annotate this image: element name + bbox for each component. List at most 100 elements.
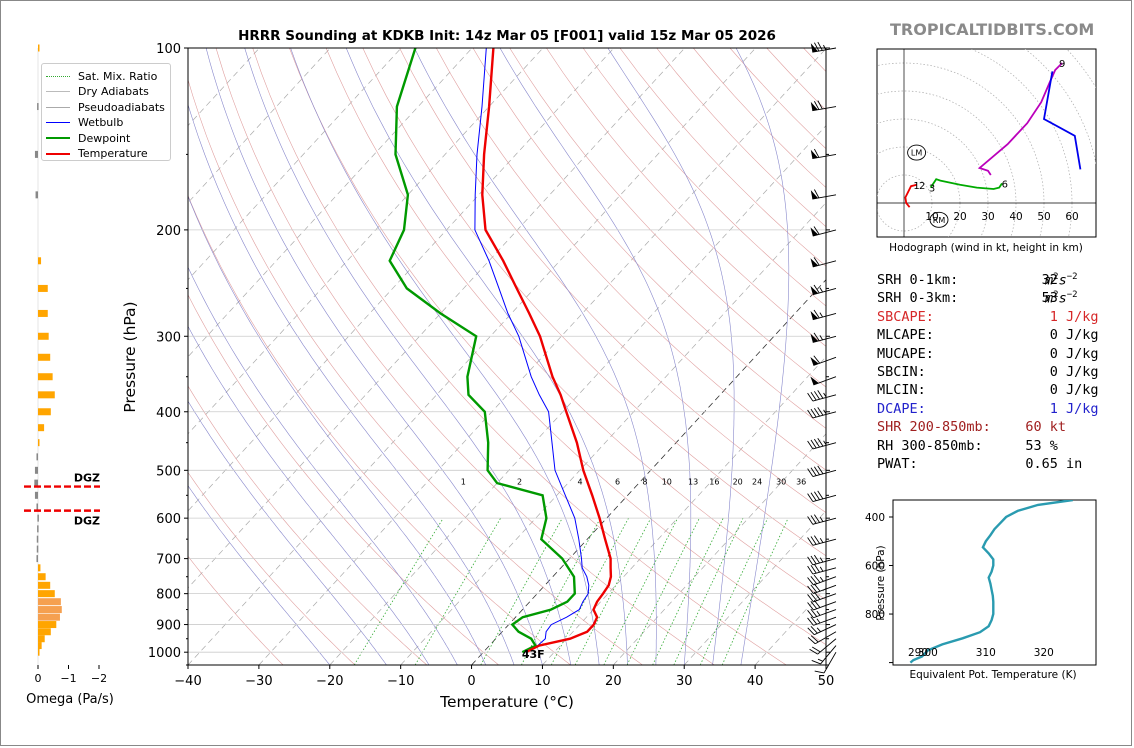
stat-key: RH 300-850mb: — [877, 437, 983, 454]
moist-adiabat — [205, 48, 543, 665]
barb-half — [819, 566, 824, 572]
legend-item: Wetbulb — [46, 115, 123, 131]
theta-x-tick-label: 300 — [918, 647, 938, 659]
omega-bar — [36, 453, 38, 461]
dry-adiabat — [362, 48, 826, 557]
y-tick-label: 500 — [156, 464, 181, 479]
stat-value: 0 J/kg — [1001, 382, 1099, 399]
stat-value: 60 kt — [1001, 419, 1067, 436]
stats-panel: SRH 0-1km: 32 m2s−2 SRH 0-3km: 53 m2s−2 SBCA… — [877, 272, 1117, 474]
dry-adiabat — [188, 78, 643, 665]
omega-bar — [38, 332, 49, 340]
mixing-ratio-label: 10 — [662, 478, 672, 487]
omega-bar — [38, 373, 53, 381]
legend-item: Dry Adiabats — [46, 84, 149, 100]
omega-bar — [38, 581, 51, 589]
barb-staff — [823, 651, 837, 674]
wind-barb — [807, 631, 837, 645]
barb-staff — [812, 442, 837, 450]
barb-full — [813, 554, 820, 564]
barb-full — [814, 101, 820, 110]
barb-full — [813, 491, 820, 500]
barb-staff — [813, 601, 837, 611]
theta-y-tick-label: 600 — [865, 561, 885, 573]
stat-row: SBCIN: 0 J/kg — [877, 364, 1117, 382]
stat-value: 0 J/kg — [1001, 327, 1099, 344]
wind-barb — [810, 257, 837, 268]
barb-half — [823, 440, 827, 446]
omega-bar — [38, 635, 45, 643]
barb-full — [810, 492, 817, 501]
theta-e-frame — [892, 499, 1097, 666]
barb-staff — [812, 106, 837, 112]
barb-flag — [810, 285, 819, 295]
barb-staff — [813, 584, 837, 594]
barb-full — [807, 594, 814, 603]
barb-full — [813, 391, 820, 400]
barb-full — [817, 437, 824, 447]
barb-full — [810, 564, 817, 574]
legend-swatch — [46, 122, 70, 123]
barb-full — [813, 257, 820, 266]
barb-full — [814, 189, 820, 199]
mixing-ratio-line — [353, 517, 444, 665]
stat-unit: m2s−2 — [1045, 290, 1078, 307]
wind-barb — [807, 616, 837, 626]
omega-bar — [38, 648, 40, 656]
stat-unit: m2s−2 — [1045, 272, 1078, 289]
brand-watermark: TROPICALTIDBITS.COM — [890, 20, 1095, 39]
wind-barb — [810, 189, 837, 200]
mixing-ratio-label: 30 — [776, 478, 786, 487]
barb-flag — [810, 43, 818, 53]
barb-staff — [812, 47, 837, 53]
hodograph-tick-label: 20 — [953, 211, 966, 223]
theta-x-tick-label: 310 — [976, 647, 996, 659]
omega-bar — [38, 628, 51, 636]
omega-bar — [38, 573, 46, 581]
x-tick-label: 30 — [676, 674, 693, 689]
barb-full — [810, 584, 818, 593]
moist-adiabat — [414, 48, 657, 665]
mixing-ratio-label: 13 — [688, 478, 698, 487]
stat-key: MLCIN: — [877, 382, 926, 399]
barb-full — [807, 493, 814, 502]
stat-row: SHR 200-850mb: 60 kt — [877, 419, 1117, 437]
storm-motion-label: LM — [911, 149, 922, 158]
dgz-label: DGZ — [74, 515, 100, 528]
barb-full — [810, 555, 817, 565]
barb-full — [813, 332, 820, 342]
legend-label: Dewpoint — [78, 131, 131, 145]
mixing-ratio-line — [480, 518, 563, 665]
barb-staff — [812, 394, 837, 402]
mixing-ratio-label: 36 — [796, 478, 806, 487]
isotherm-line — [188, 48, 686, 589]
mixing-ratio-label: 16 — [709, 478, 719, 487]
dry-adiabat — [509, 48, 826, 388]
moist-adiabat — [607, 48, 735, 665]
barb-full — [807, 617, 814, 626]
barb-half — [817, 658, 824, 662]
barb-full — [811, 646, 821, 653]
hodograph-frame — [876, 48, 1097, 238]
wind-barb — [807, 390, 837, 402]
barb-full — [807, 440, 814, 450]
y-tick-label: 700 — [156, 553, 181, 568]
stat-value: 53 — [1001, 290, 1058, 307]
hodograph-caption: Hodograph (wind in kt, height in km) — [889, 242, 1083, 254]
stat-row: RH 300-850mb: 53 % — [877, 438, 1117, 456]
stat-value: 1 J/kg — [1001, 308, 1099, 325]
barb-full — [807, 392, 814, 402]
omega-bar — [34, 150, 38, 158]
moist-adiabat — [345, 48, 628, 665]
wind-barbs — [807, 41, 837, 674]
dry-adiabat — [188, 555, 284, 665]
legend-label: Pseudoadiabats — [78, 100, 165, 114]
wind-barb — [810, 100, 837, 112]
moist-adiabat — [735, 48, 790, 665]
wind-barb — [807, 583, 837, 594]
barb-full — [813, 574, 821, 583]
mixing-ratio-line — [626, 518, 700, 665]
mixing-ratio-label: 4 — [578, 478, 583, 487]
barb-full — [810, 467, 817, 476]
